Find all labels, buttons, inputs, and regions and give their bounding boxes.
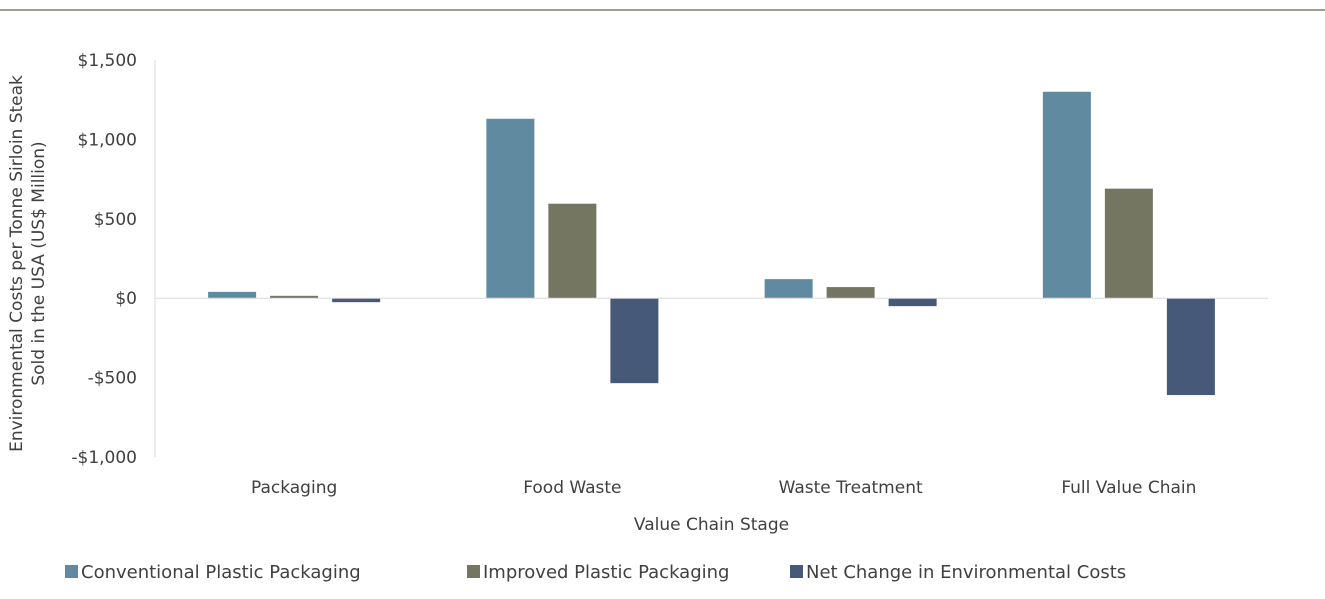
- y-axis-title-line: Environmental Costs per Tonne Sirloin St…: [7, 75, 27, 452]
- bar: [486, 118, 535, 299]
- legend-label: Improved Plastic Packaging: [483, 562, 729, 583]
- bar: [548, 203, 597, 299]
- bar: [1104, 188, 1153, 299]
- y-tick-label: -$1,000: [71, 448, 137, 468]
- y-axis-ticks: $1,500 $1,000 $500 $0 -$500 -$1,000: [71, 51, 137, 468]
- x-axis-title: Value Chain Stage: [634, 515, 789, 535]
- bar: [208, 291, 257, 299]
- legend-swatch: [467, 565, 480, 578]
- y-axis-title: Environmental Costs per Tonne Sirloin St…: [7, 75, 49, 452]
- bar: [764, 279, 813, 299]
- bar: [610, 298, 659, 384]
- bar: [270, 295, 319, 299]
- x-tick-label: Full Value Chain: [1061, 478, 1196, 498]
- y-tick-label: $500: [94, 210, 137, 230]
- bar: [888, 298, 937, 307]
- bar: [1042, 91, 1091, 299]
- category-labels: Packaging Food Waste Waste Treatment Full V…: [251, 478, 1196, 498]
- bar: [332, 298, 381, 303]
- x-tick-label: Packaging: [251, 478, 337, 498]
- legend-swatch: [790, 565, 803, 578]
- legend-label: Net Change in Environmental Costs: [806, 562, 1126, 583]
- legend-label: Conventional Plastic Packaging: [81, 562, 361, 583]
- x-tick-label: Food Waste: [523, 478, 621, 498]
- legend: Conventional Plastic Packaging Improved P…: [65, 562, 1126, 583]
- y-tick-label: -$500: [88, 369, 137, 389]
- y-tick-label: $0: [115, 289, 137, 309]
- y-axis-title-line: Sold in the USA (US$ Million): [29, 141, 49, 385]
- bar: [826, 287, 875, 299]
- x-tick-label: Waste Treatment: [779, 478, 923, 498]
- bars: [208, 91, 1215, 396]
- y-tick-label: $1,000: [78, 130, 137, 150]
- legend-swatch: [65, 565, 78, 578]
- bar: [1166, 298, 1215, 396]
- y-tick-label: $1,500: [78, 51, 137, 71]
